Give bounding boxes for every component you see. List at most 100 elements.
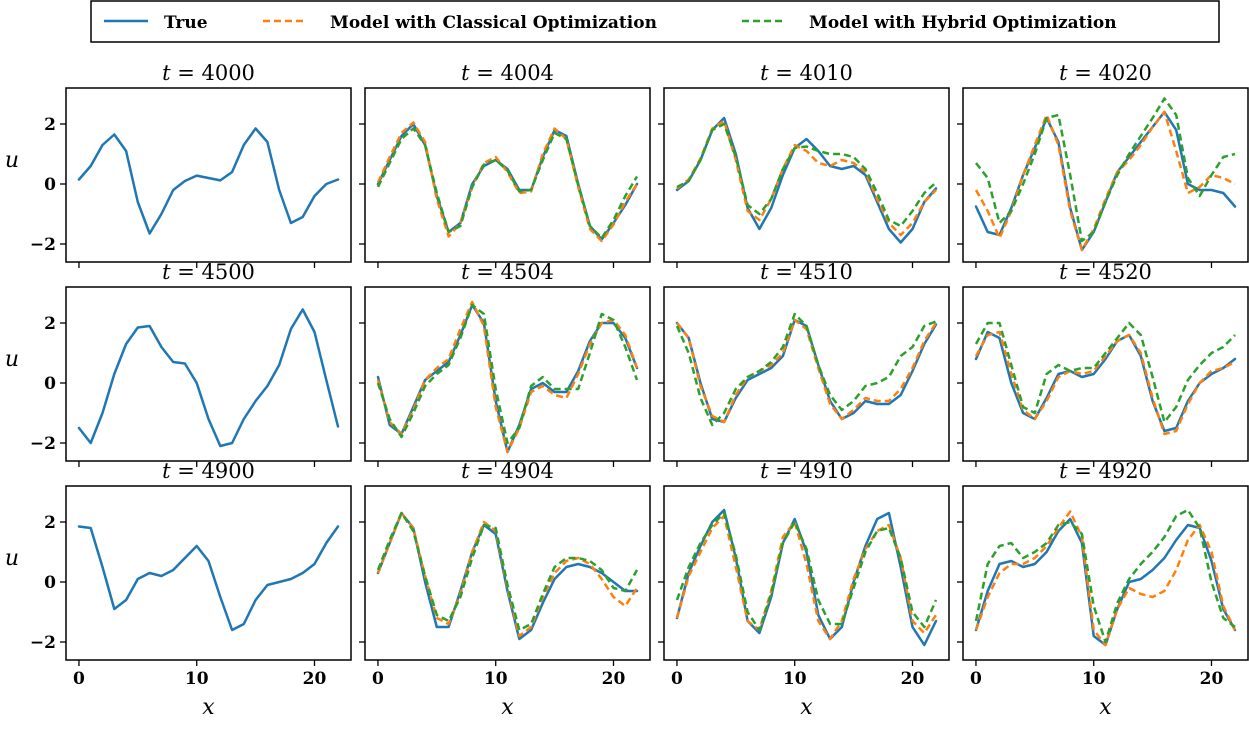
subplot-title: t = 4500 (162, 260, 255, 284)
y-axis-label: u (5, 347, 19, 372)
series-line-hybrid (974, 321, 1236, 424)
x-axis-label: x (1099, 695, 1112, 720)
subplot-frame (962, 87, 1249, 263)
series-line-classical (676, 318, 938, 424)
subplot-title-value: = 4000 (171, 61, 255, 85)
subplot-4020: t = 4020 (957, 61, 1249, 268)
subplot-title-variable: t (162, 459, 171, 483)
subplot-frame (663, 87, 950, 263)
y-tick-label: 2 (44, 513, 56, 533)
series-line-true (77, 308, 340, 448)
subplot-title-variable: t (461, 459, 470, 483)
subplot-title: t = 4904 (461, 459, 554, 483)
x-axis-label: x (501, 695, 514, 720)
x-tick-label: 0 (372, 669, 384, 689)
subplot-title-value: = 4900 (171, 459, 255, 483)
subplot-title-variable: t (760, 260, 769, 284)
subplot-frame (663, 485, 950, 661)
series-line-hybrid (376, 303, 639, 445)
series-line-true (974, 517, 1237, 647)
x-tick-label: 20 (1200, 669, 1224, 689)
x-tick-label: 0 (671, 669, 683, 689)
subplot-title: t = 4520 (1059, 260, 1152, 284)
subplot-4010: t = 4010 (658, 61, 950, 268)
subplot-frame (65, 87, 352, 263)
x-tick-label: 10 (484, 669, 508, 689)
subplot-title-variable: t (461, 260, 470, 284)
x-tick-label: 10 (185, 669, 209, 689)
subplot-4000: t = 4000 −2 0 2 u (5, 61, 352, 268)
y-tick-label: 2 (44, 115, 56, 135)
subplot-title: t = 4510 (760, 260, 853, 284)
series-line-classical (676, 119, 937, 237)
subplot-title-value: = 4520 (1068, 260, 1152, 284)
series-line-hybrid (376, 511, 639, 632)
subplot-title: t = 4004 (461, 61, 554, 85)
y-tick-label: 0 (44, 175, 56, 195)
subplot-title-variable: t (162, 260, 171, 284)
subplot-frame (65, 286, 352, 462)
subplot-title-variable: t (1059, 260, 1068, 284)
series-line-true (77, 525, 340, 632)
x-tick-label: 10 (1082, 669, 1106, 689)
subplot-title: t = 4504 (461, 260, 554, 284)
subplot-title-value: = 4904 (470, 459, 554, 483)
y-tick-label: 0 (44, 374, 56, 394)
series-line-classical (974, 510, 1237, 647)
series-line-hybrid (675, 312, 937, 427)
subplot-4920: t = 4920 0 10 20 x (957, 459, 1249, 720)
series-line-true (974, 110, 1237, 252)
subplot-4004: t = 4004 (359, 61, 651, 268)
subplot-title: t = 4010 (760, 61, 853, 85)
subplot-4910: t = 4910 0 10 20 x (658, 459, 950, 720)
subplot-title-value: = 4500 (171, 260, 255, 284)
x-axis-label: x (800, 695, 813, 720)
subplot-4510: t = 4510 (658, 260, 950, 467)
subplot-frame (962, 286, 1249, 462)
x-tick-label: 20 (901, 669, 925, 689)
subplot-title-variable: t (760, 459, 769, 483)
subplot-4904: t = 4904 0 10 20 x (359, 459, 651, 720)
series-line-classical (675, 514, 938, 641)
subplot-title-variable: t (461, 61, 470, 85)
legend: True Model with Classical Optimization M… (90, 0, 1220, 43)
subplot-title-value: = 4920 (1068, 459, 1152, 483)
subplot-title: t = 4000 (162, 61, 255, 85)
legend-label-classical: Model with Classical Optimization (330, 13, 657, 33)
y-tick-label: −2 (30, 633, 56, 653)
y-tick-label: 2 (44, 314, 56, 334)
subplot-title-variable: t (1059, 61, 1068, 85)
subplot-title-value: = 4504 (470, 260, 554, 284)
subplot-frame (663, 286, 950, 462)
subplot-title-variable: t (1059, 459, 1068, 483)
subplot-title: t = 4020 (1059, 61, 1152, 85)
x-axis-label: x (202, 695, 215, 720)
subplot-title-value: = 4910 (769, 459, 853, 483)
series-line-true (376, 122, 639, 241)
subplot-title: t = 4920 (1059, 459, 1152, 483)
series-line-true (675, 116, 938, 244)
subplot-4500: t = 4500 −2 0 2 u (5, 260, 352, 467)
series-line-classical (974, 110, 1236, 252)
subplot-title-value: = 4004 (470, 61, 554, 85)
y-axis-label: u (5, 148, 19, 173)
y-tick-label: −2 (30, 235, 56, 255)
subplot-frame (364, 87, 651, 263)
series-line-classical (376, 511, 639, 638)
series-line-true (675, 318, 938, 424)
x-tick-label: 20 (303, 669, 327, 689)
subplot-title-value: = 4020 (1068, 61, 1152, 85)
series-line-hybrid (675, 511, 938, 632)
subplot-4520: t = 4520 (957, 260, 1249, 467)
series-line-true (974, 330, 1237, 433)
subplot-title-variable: t (162, 61, 171, 85)
series-line-hybrid (975, 97, 1236, 243)
subplot-title-variable: t (760, 61, 769, 85)
y-tick-label: 0 (44, 573, 56, 593)
series-line-hybrid (974, 508, 1236, 644)
y-axis-label: u (5, 546, 19, 571)
series-line-true (77, 127, 340, 235)
y-tick-label: −2 (30, 434, 56, 454)
subplot-frame (65, 485, 352, 661)
